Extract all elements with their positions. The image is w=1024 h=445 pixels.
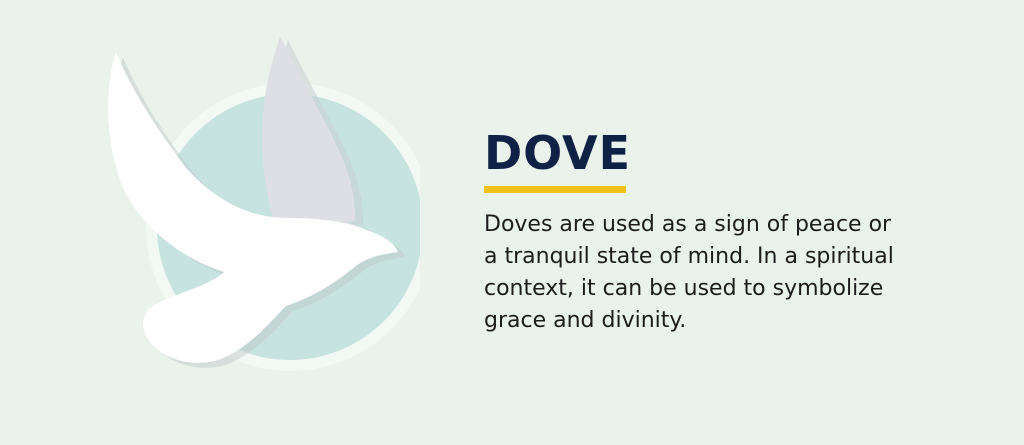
dove-illustration: [90, 20, 434, 380]
back-wing: [262, 36, 356, 232]
description-line: a tranquil state of mind. In a spiritual: [484, 244, 894, 269]
dove-icon: [108, 36, 434, 371]
title-underline: [484, 186, 626, 193]
content-panel: DOVE Doves are used as a sign of peace o…: [484, 126, 984, 337]
description: Doves are used as a sign of peace or a t…: [484, 209, 984, 337]
page-title: DOVE: [484, 126, 632, 180]
dove-body: [108, 52, 398, 363]
description-line: context, it can be used to symbolize: [484, 276, 884, 301]
description-line: Doves are used as a sign of peace or: [484, 212, 892, 237]
description-line: grace and divinity.: [484, 308, 687, 333]
